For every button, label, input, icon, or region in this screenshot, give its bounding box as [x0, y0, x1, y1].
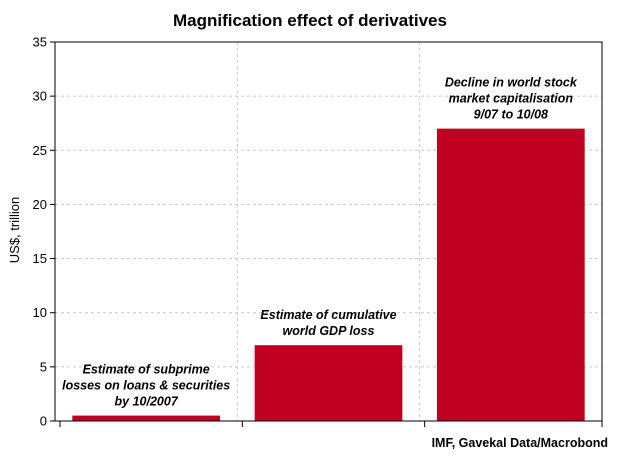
bar-annotation: Decline in world stock — [445, 76, 578, 90]
y-tick-label: 25 — [33, 143, 47, 158]
bar-annotation: Estimate of cumulative — [260, 308, 396, 322]
bar-annotation: Estimate of subprime — [83, 363, 210, 377]
bar — [72, 415, 221, 421]
bar-annotation: losses on loans & securities — [62, 379, 230, 393]
bar-annotation: world GDP loss — [283, 324, 375, 338]
y-axis-ticks: 0 5 10 15 20 25 30 35 — [33, 35, 55, 429]
bar-annotation: by 10/2007 — [115, 395, 179, 409]
y-tick-label: 10 — [33, 305, 47, 320]
bar — [254, 345, 403, 421]
chart-title: Magnification effect of derivatives — [173, 11, 447, 30]
x-axis-ticks — [59, 421, 603, 427]
plot-frame — [54, 41, 603, 422]
y-tick-label: 5 — [40, 359, 47, 374]
bar — [436, 128, 585, 421]
y-tick-label: 20 — [33, 197, 47, 212]
y-tick-label: 30 — [33, 89, 47, 104]
y-tick-label: 35 — [33, 35, 47, 50]
annotations: Estimate of subprime losses on loans & se… — [62, 76, 578, 409]
source-note: IMF, Gavekal Data/Macrobond — [432, 436, 608, 450]
y-tick-label: 0 — [40, 414, 47, 429]
y-tick-label: 15 — [33, 251, 47, 266]
bar-annotation: market capitalisation — [449, 92, 574, 106]
bars — [72, 128, 585, 421]
y-axis-label: US$, trillion — [7, 197, 22, 263]
bar-annotation: 9/07 to 10/08 — [474, 108, 548, 122]
